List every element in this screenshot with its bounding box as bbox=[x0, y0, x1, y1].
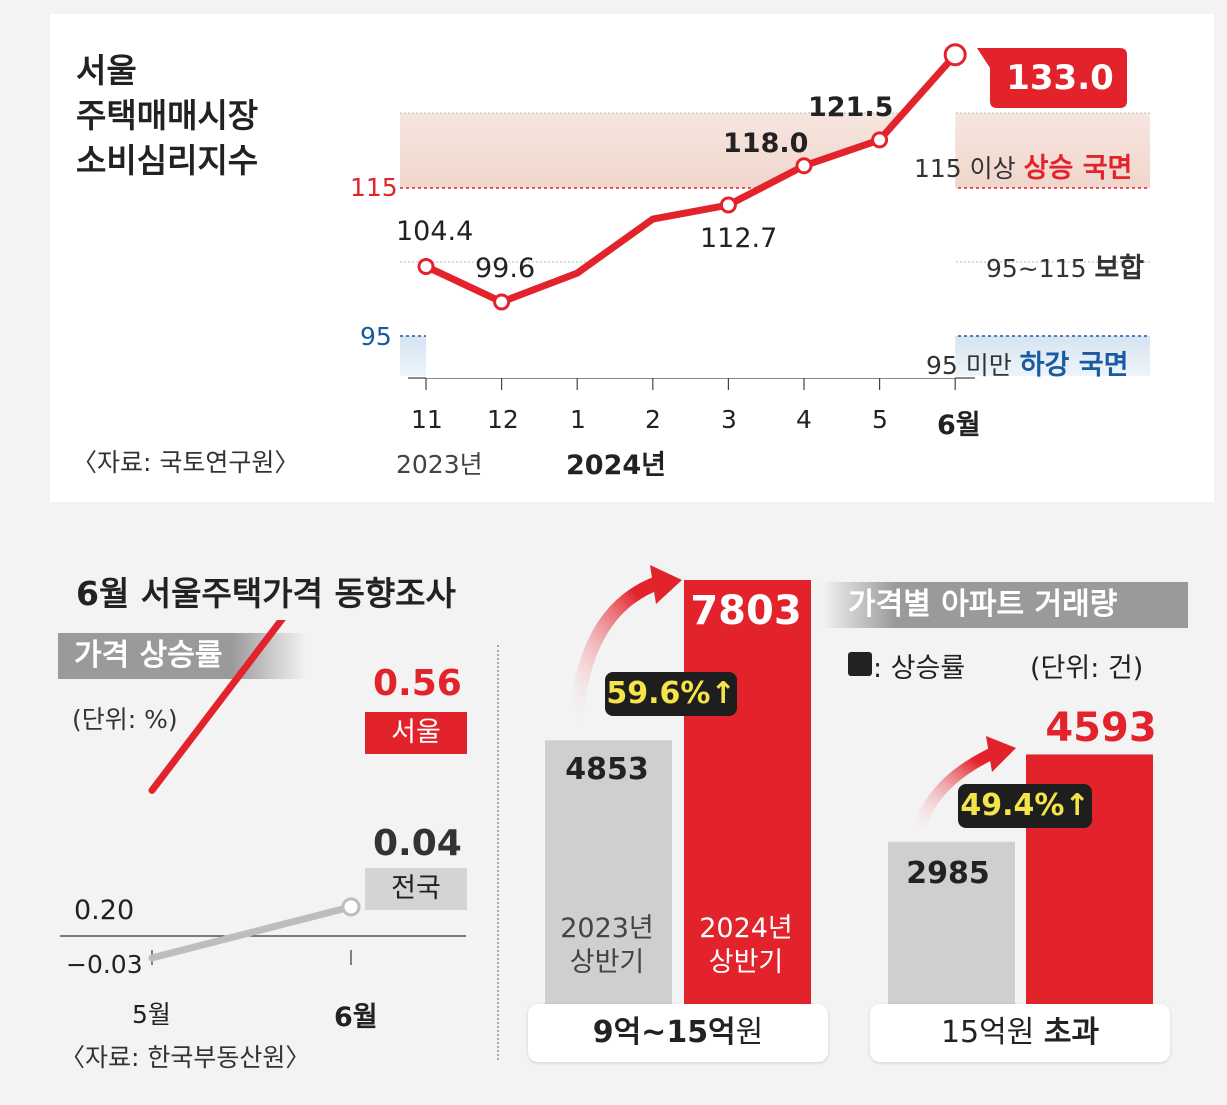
zone-down-label: 95 미만 하강 국면 bbox=[926, 343, 1128, 382]
g1-rate-badge: 59.6%↑ bbox=[605, 672, 737, 716]
zone-up-label: 115 이상 상승 국면 bbox=[914, 146, 1132, 185]
zone-up-prefix: 115 이상 bbox=[914, 154, 1024, 183]
price-rate-chart bbox=[60, 620, 466, 965]
point-6월 bbox=[943, 43, 967, 67]
rate-line-1 bbox=[148, 903, 355, 962]
tick-label-3: 3 bbox=[721, 405, 737, 434]
national-value-label: 0.04 bbox=[373, 823, 462, 864]
tick-label-12: 12 bbox=[487, 405, 519, 434]
volume-bar-1-0 bbox=[888, 841, 1015, 1004]
title-line-1: 서울 bbox=[76, 51, 137, 90]
bar-2024-label-2: 상반기 bbox=[708, 947, 784, 978]
tick-label-4: 4 bbox=[796, 405, 812, 434]
bar-2023-label: 2023년 상반기 bbox=[545, 912, 669, 980]
group-label-9-15: 9억~15억원 bbox=[528, 1004, 828, 1062]
value-label-112: 112.7 bbox=[700, 223, 778, 254]
national-tag: 전국 bbox=[365, 868, 467, 910]
legend-label: : 상승률 bbox=[873, 653, 966, 684]
section-divider bbox=[497, 645, 499, 1060]
growth-arrow-2-icon bbox=[911, 746, 998, 842]
zone-up-strong: 상승 국면 bbox=[1023, 153, 1133, 184]
bar-2024-label: 2024년 상반기 bbox=[684, 912, 808, 980]
y-label-115: 115 bbox=[350, 173, 398, 202]
bar-2024-label-1: 2024년 bbox=[699, 913, 793, 944]
tick-label-6: 6월 bbox=[937, 410, 981, 441]
price-rate-pill: 가격 상승률 bbox=[58, 633, 306, 679]
point-5 bbox=[871, 131, 889, 149]
value-label-121: 121.5 bbox=[808, 92, 894, 123]
national-start-label: −0.03 bbox=[66, 950, 143, 979]
growth-arrow-2-head-icon bbox=[986, 736, 1016, 772]
value-label-118: 118.0 bbox=[723, 128, 809, 159]
bar-2023-label-2: 상반기 bbox=[569, 947, 645, 978]
point-11 bbox=[417, 257, 435, 275]
peak-value-label: 133.0 bbox=[1006, 58, 1114, 98]
rising-zone bbox=[400, 113, 1150, 188]
growth-arrow-1-head-icon bbox=[650, 565, 682, 604]
peak-callout bbox=[977, 48, 1127, 108]
group-label-over-15: 15억원 초과 bbox=[870, 1004, 1170, 1062]
tick-label-11: 11 bbox=[411, 405, 443, 434]
title-line-3: 소비심리지수 bbox=[76, 141, 259, 180]
title-line-2: 주택매매시장 bbox=[76, 96, 259, 135]
y-label-95: 95 bbox=[360, 322, 392, 351]
zone-down-prefix: 95 미만 bbox=[926, 351, 1020, 380]
g2-rate-badge: 49.4%↑ bbox=[958, 784, 1092, 828]
seoul-value-label: 0.56 bbox=[373, 663, 462, 704]
year-label-2024: 2024년 bbox=[566, 450, 666, 481]
tick-label-2: 2 bbox=[645, 405, 661, 434]
point-3 bbox=[719, 196, 737, 214]
rate-line-0 bbox=[148, 620, 286, 794]
x-label-june: 6월 bbox=[334, 1002, 378, 1033]
g2-2023-value: 2985 bbox=[906, 856, 990, 891]
zone-mid-prefix: 95~115 bbox=[986, 254, 1095, 283]
volume-bar-0-1 bbox=[684, 580, 811, 1004]
zone-down-strong: 하강 국면 bbox=[1019, 350, 1129, 381]
price-unit: (단위: %) bbox=[72, 705, 178, 734]
rate-end-point-1 bbox=[341, 897, 361, 917]
sentiment-title: 서울 주택매매시장 소비심리지수 bbox=[76, 48, 258, 183]
tick-label-1: 1 bbox=[570, 405, 586, 434]
g2-2024-value: 4593 bbox=[1045, 705, 1157, 751]
sentiment-line-chart bbox=[400, 43, 1150, 390]
value-label-104: 104.4 bbox=[396, 216, 474, 247]
group-label-9-15-a: 9억~15억 bbox=[592, 1015, 736, 1050]
sentiment-series-line bbox=[422, 51, 959, 306]
growth-arrow-1-icon bbox=[568, 575, 663, 736]
zone-mid-strong: 보합 bbox=[1094, 253, 1145, 284]
volume-bar-chart bbox=[545, 565, 1153, 1004]
group-label-over-15-a: 15억원 bbox=[940, 1015, 1044, 1050]
sentiment-source: 〈자료: 국토연구원〉 bbox=[72, 448, 300, 477]
price-trend-title: 6월 서울주택가격 동향조사 bbox=[76, 574, 456, 613]
bar-2023-label-1: 2023년 bbox=[560, 913, 654, 944]
group-label-over-15-b: 초과 bbox=[1043, 1015, 1100, 1050]
legend-swatch-icon bbox=[848, 652, 872, 676]
area-fill bbox=[426, 54, 956, 379]
year-label-2023: 2023년 bbox=[396, 450, 483, 479]
volume-bar-0-0 bbox=[545, 740, 672, 1004]
point-4 bbox=[795, 157, 813, 175]
x-label-may: 5월 bbox=[132, 1000, 171, 1029]
zone-mid-label: 95~115 보합 bbox=[986, 246, 1144, 285]
price-source: 〈자료: 한국부동산원〉 bbox=[60, 1043, 311, 1072]
group-label-9-15-b: 원 bbox=[735, 1015, 764, 1050]
tick-label-5: 5 bbox=[872, 405, 888, 434]
seoul-tag: 서울 bbox=[365, 712, 467, 754]
volume-pill: 가격별 아파트 거래량 bbox=[822, 582, 1188, 628]
point-12 bbox=[493, 293, 511, 311]
value-label-99: 99.6 bbox=[475, 253, 536, 284]
g1-2023-value: 4853 bbox=[565, 752, 649, 787]
seoul-start-label: 0.20 bbox=[74, 895, 135, 926]
volume-unit: (단위: 건) bbox=[1030, 653, 1144, 684]
g1-2024-value: 7803 bbox=[690, 588, 802, 634]
